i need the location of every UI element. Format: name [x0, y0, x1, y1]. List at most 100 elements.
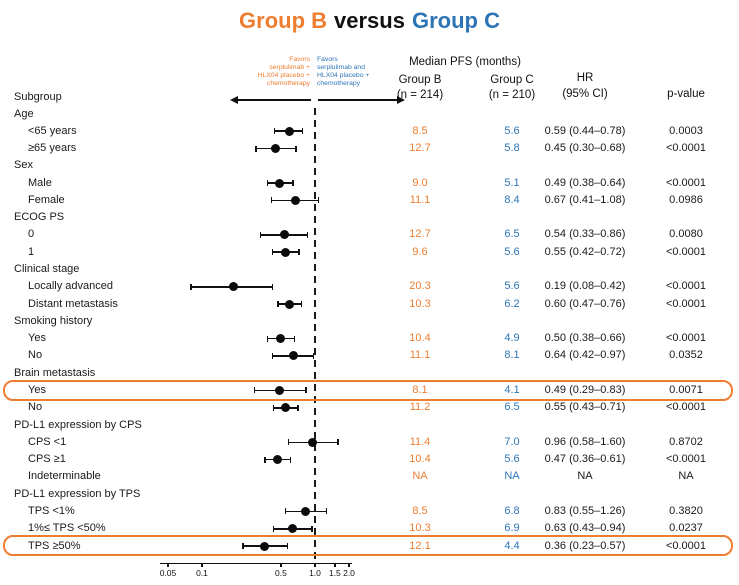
subgroup-item-label: TPS ≥50% [28, 539, 81, 552]
hr-ci-value: 0.19 (0.08–0.42) [544, 280, 626, 293]
p-value: <0.0001 [665, 401, 707, 414]
axis-tick-label: 1.0 [309, 568, 321, 578]
subgroup-item-label: Yes [28, 383, 46, 396]
p-value: 0.0986 [669, 193, 703, 206]
ci-cap-right [271, 283, 274, 290]
median-b-value: 9.0 [412, 176, 428, 189]
p-value: <0.0001 [665, 176, 707, 189]
hr-ci-value: 0.63 (0.43–0.94) [544, 522, 626, 535]
favors-right-annotation: Favors serplulimab and HLX04 placebo + c… [317, 56, 370, 87]
ci-cap-right [305, 387, 307, 394]
subgroup-header-label: PD-L1 expression by TPS [14, 487, 141, 500]
median-b-value: 12.7 [409, 142, 431, 155]
ci-cap-right [292, 180, 294, 187]
subgroup-item-label: Yes [28, 332, 46, 345]
median-c-value: 6.5 [504, 401, 520, 414]
subgroup-item-label: CPS <1 [28, 435, 67, 448]
column-header-group-c-n: (n = 210) [488, 89, 536, 101]
subgroup-header-label: Clinical stage [14, 263, 80, 276]
ci-cap-right [295, 145, 297, 152]
median-c-value: 5.8 [504, 142, 520, 155]
axis-tick [167, 563, 169, 567]
median-b-value: 10.4 [409, 453, 431, 466]
ci-cap-right [306, 231, 309, 238]
p-value: 0.0352 [669, 349, 703, 362]
hr-ci-value: 0.50 (0.38–0.66) [544, 332, 626, 345]
hr-ci-value: 0.60 (0.47–0.76) [544, 297, 626, 310]
subgroup-header-label: Sex [14, 159, 33, 172]
median-c-value: 5.6 [504, 280, 520, 293]
ci-cap-right [286, 543, 289, 549]
title-group-b: Group B [239, 8, 328, 33]
axis-tick [348, 563, 350, 567]
axis-tick [201, 563, 203, 567]
median-c-value: 5.1 [504, 176, 520, 189]
ci-cap-right [290, 456, 292, 463]
subgroup-item-label: TPS <1% [28, 504, 75, 517]
hr-ci-value: 0.96 (0.58–1.60) [544, 435, 626, 448]
subgroup-item-label: Male [28, 176, 52, 189]
ci-cap-left [266, 180, 269, 187]
p-value: <0.0001 [665, 332, 707, 345]
forest-dot [228, 282, 238, 292]
ci-cap-left [272, 525, 275, 532]
ci-cap-right [302, 128, 304, 135]
hr-ci-value: 0.36 (0.23–0.57) [544, 539, 626, 552]
subgroup-item-label: <65 years [28, 124, 77, 137]
ci-cap-left [270, 197, 272, 204]
median-b-value: 10.3 [409, 297, 431, 310]
column-header-group-b: Group B [398, 74, 442, 86]
median-b-value: 9.6 [412, 245, 428, 258]
ci-cap-right [337, 439, 339, 446]
p-value: NA [678, 470, 694, 483]
subgroup-item-label: No [28, 349, 43, 362]
forest-dot [280, 230, 290, 240]
ci-cap-right [311, 525, 313, 532]
column-header-group-b-n: (n = 214) [396, 89, 444, 101]
median-b-value: 10.4 [409, 332, 431, 345]
ci-cap-left [264, 456, 266, 463]
ci-cap-left [271, 352, 274, 359]
median-c-value: 6.2 [504, 297, 520, 310]
forest-dot [271, 144, 281, 154]
reference-line-hr-1 [314, 108, 316, 563]
median-c-value: 6.8 [504, 504, 520, 517]
p-value: <0.0001 [665, 297, 707, 310]
median-b-value: 11.2 [409, 401, 431, 414]
ci-cap-left [190, 283, 192, 290]
left-arrow-icon [230, 95, 238, 104]
subgroup-header-label: ECOG PS [14, 211, 65, 224]
median-c-value: 8.1 [504, 349, 520, 362]
ci-cap-left [284, 508, 287, 515]
median-b-value: 11.4 [409, 435, 431, 448]
ci-cap-left [255, 145, 257, 152]
median-b-value: 8.1 [412, 383, 428, 396]
median-c-value: 4.1 [504, 383, 520, 396]
subgroup-item-label: 1%≤ TPS <50% [28, 522, 106, 535]
hr-ci-value: 0.55 (0.42–0.72) [544, 245, 626, 258]
forest-dot [260, 541, 270, 551]
ci-cap-right [318, 197, 320, 204]
axis-tick [314, 563, 316, 567]
p-value: <0.0001 [665, 539, 707, 552]
hr-ci-value: 0.49 (0.38–0.64) [544, 176, 626, 189]
median-c-value: 4.4 [504, 539, 520, 552]
median-c-value: 5.6 [504, 245, 520, 258]
p-value: <0.0001 [665, 453, 707, 466]
axis-tick-label: 0.05 [159, 568, 177, 578]
median-c-value: 5.6 [504, 453, 520, 466]
subgroup-item-label: 0 [28, 228, 35, 241]
forest-dot [275, 178, 285, 188]
forest-dot [275, 385, 285, 395]
p-value: <0.0001 [665, 142, 707, 155]
median-b-value: 12.7 [409, 228, 431, 241]
hr-ci-value: 0.55 (0.43–0.71) [544, 401, 626, 414]
subgroup-header-label: PD-L1 expression by CPS [14, 418, 142, 431]
hr-ci-value: 0.64 (0.42–0.97) [544, 349, 626, 362]
hr-ci-value: 0.54 (0.33–0.86) [544, 228, 626, 241]
forest-dot [301, 506, 311, 516]
hr-ci-value: 0.45 (0.30–0.68) [544, 142, 626, 155]
axis-tick-label: 0.1 [196, 568, 208, 578]
